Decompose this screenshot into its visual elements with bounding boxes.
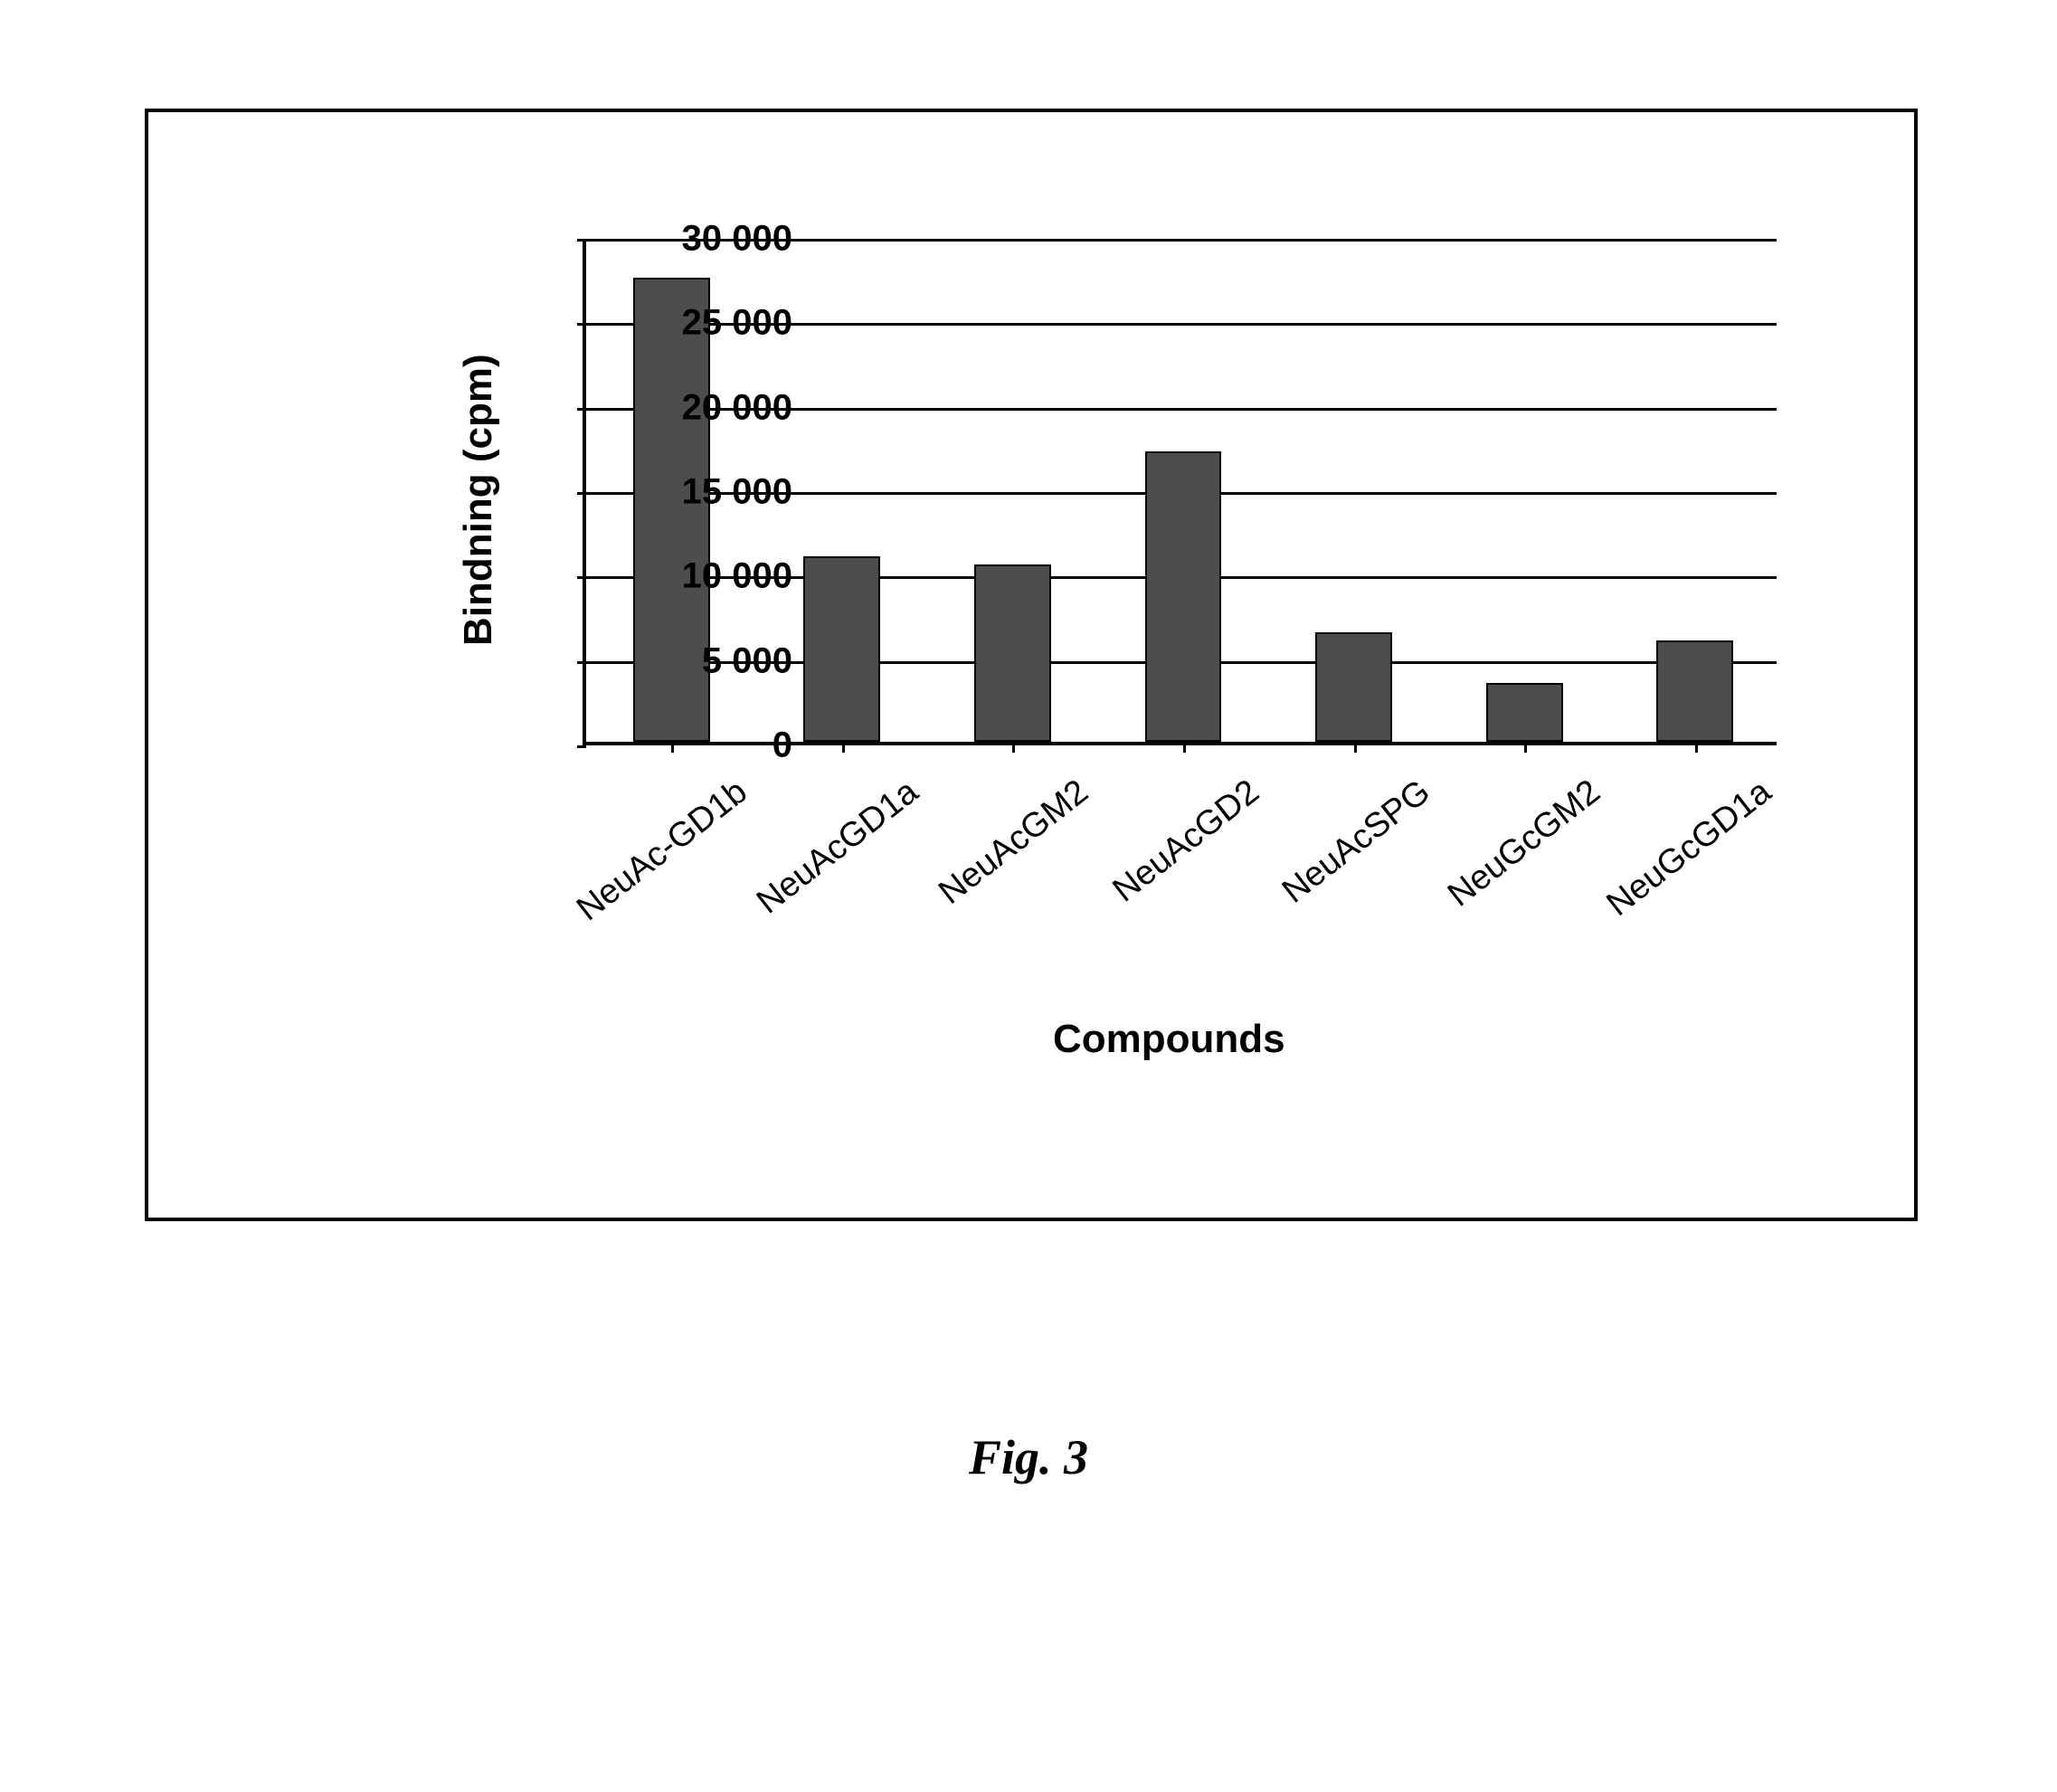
y-tick-label: 10 000 [611, 556, 792, 597]
bar [803, 556, 880, 742]
x-tick-mark [1012, 742, 1015, 753]
y-tick-mark [577, 408, 586, 411]
x-tick-mark [1354, 742, 1357, 753]
bar [1145, 451, 1222, 742]
bar [1486, 683, 1563, 742]
x-axis-title: Compounds [1053, 1017, 1285, 1062]
y-tick-mark [577, 661, 586, 664]
y-tick-mark [577, 745, 586, 748]
bar [974, 564, 1051, 742]
y-tick-label: 5 000 [611, 640, 792, 681]
x-tick-mark [842, 742, 845, 753]
y-axis-title: Bindning (cpm) [456, 354, 501, 646]
bar [1315, 632, 1392, 742]
x-tick-mark [1524, 742, 1527, 753]
y-tick-label: 0 [611, 725, 792, 766]
x-tick-mark [1695, 742, 1698, 753]
x-tick-mark [1183, 742, 1186, 753]
bar [1656, 640, 1733, 742]
y-tick-label: 25 000 [611, 303, 792, 344]
y-tick-mark [577, 323, 586, 326]
y-tick-label: 15 000 [611, 472, 792, 513]
figure-caption: Fig. 3 [0, 1429, 2057, 1485]
y-tick-label: 30 000 [611, 219, 792, 260]
y-tick-mark [577, 576, 586, 579]
y-tick-mark [577, 492, 586, 495]
y-tick-label: 20 000 [611, 387, 792, 428]
chart-container: Bindning (cpm) 0 5 000 10 000 15 000 20 000 2… [402, 230, 1813, 1134]
chart-outer-frame: Bindning (cpm) 0 5 000 10 000 15 000 20 000 2… [145, 109, 1918, 1221]
y-tick-mark [577, 239, 586, 242]
